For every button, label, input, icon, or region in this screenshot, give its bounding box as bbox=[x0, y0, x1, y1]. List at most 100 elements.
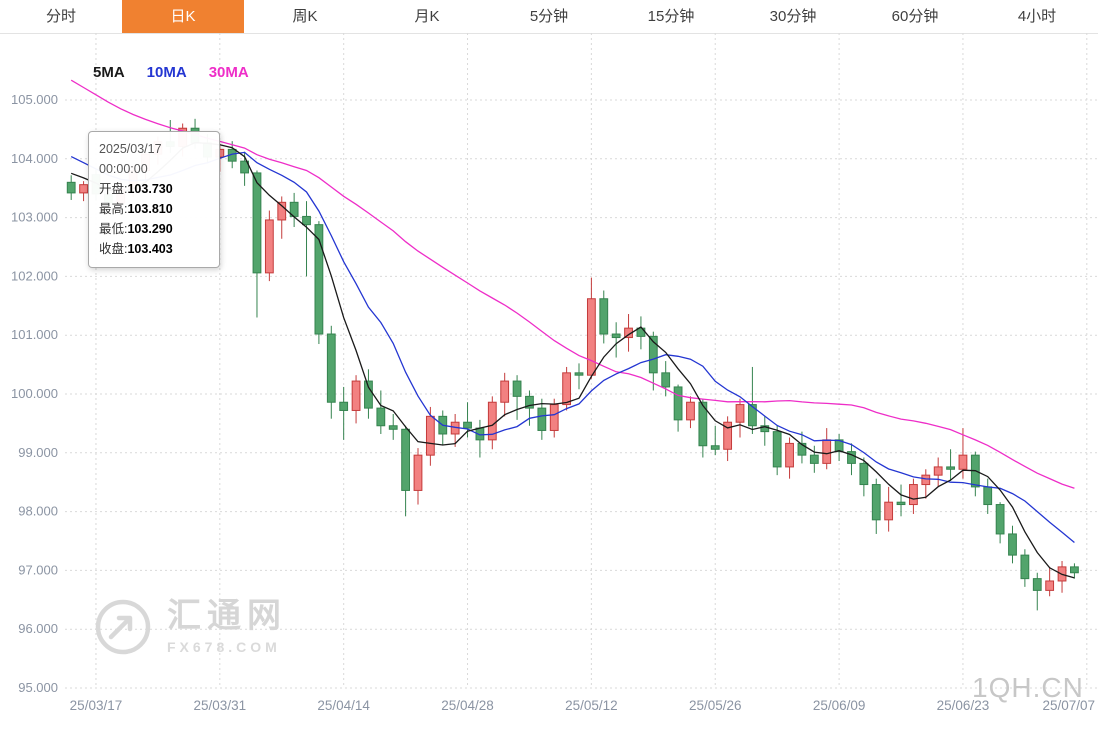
low-value: 103.290 bbox=[127, 222, 173, 236]
candle bbox=[921, 469, 931, 499]
y-axis-label: 100.000 bbox=[11, 386, 58, 401]
x-axis-label: 25/03/17 bbox=[70, 698, 123, 713]
candle bbox=[500, 372, 510, 417]
tab-week-k[interactable]: 周K bbox=[292, 8, 318, 25]
tooltip-close-row: 收盘:103.403 bbox=[99, 239, 209, 259]
x-axis-label: 25/05/26 bbox=[689, 698, 742, 713]
candlestick-chart[interactable]: 105.000 104.000 103.000 102.000 101.000 100.0… bbox=[0, 33, 1098, 734]
candle bbox=[661, 361, 671, 397]
candle bbox=[636, 316, 646, 350]
candle bbox=[611, 322, 621, 358]
candle bbox=[871, 478, 881, 534]
candle bbox=[586, 277, 596, 379]
y-axis-label: 101.000 bbox=[11, 327, 58, 342]
candle bbox=[686, 396, 695, 429]
ma-30-line bbox=[70, 79, 1075, 489]
candle bbox=[376, 390, 386, 434]
tab-60min[interactable]: 60分钟 bbox=[891, 8, 939, 25]
open-value: 103.730 bbox=[127, 182, 173, 196]
tab-day-k[interactable]: 日K bbox=[122, 0, 244, 33]
candle bbox=[834, 433, 844, 462]
candle bbox=[339, 386, 349, 440]
x-axis-label: 25/07/07 bbox=[1042, 698, 1095, 713]
candle bbox=[302, 201, 311, 277]
candle bbox=[314, 221, 324, 345]
high-label: 最高: bbox=[99, 202, 128, 216]
high-value: 103.810 bbox=[127, 202, 173, 216]
x-axis-label: 25/05/12 bbox=[565, 698, 618, 713]
tab-15min[interactable]: 15分钟 bbox=[647, 8, 695, 25]
x-axis-label: 25/03/31 bbox=[194, 698, 247, 713]
candle bbox=[450, 413, 460, 447]
y-axis-label: 105.000 bbox=[11, 92, 58, 107]
y-axis-label: 103.000 bbox=[11, 210, 58, 225]
candle bbox=[264, 210, 274, 282]
candle bbox=[252, 170, 262, 318]
tab-time-sharing[interactable]: 分时 bbox=[45, 8, 76, 25]
candle bbox=[1032, 572, 1042, 611]
tab-5min[interactable]: 5分钟 bbox=[529, 8, 569, 25]
candle-tooltip: 2025/03/17 00:00:00 开盘:103.730 最高:103.81… bbox=[88, 131, 220, 268]
candle bbox=[475, 419, 485, 458]
y-axis-label: 98.000 bbox=[18, 504, 58, 519]
y-axis-label: 97.000 bbox=[18, 562, 58, 577]
y-axis-label: 99.000 bbox=[18, 445, 58, 460]
candle bbox=[760, 416, 770, 446]
candle bbox=[1057, 560, 1067, 593]
candle bbox=[1008, 525, 1017, 564]
candle bbox=[525, 390, 534, 426]
candle bbox=[277, 196, 287, 239]
candle bbox=[673, 384, 683, 432]
low-label: 最低: bbox=[99, 222, 128, 236]
candle bbox=[364, 369, 373, 419]
ma-10-line bbox=[70, 151, 1075, 543]
candle bbox=[413, 448, 423, 505]
axis-labels-layer: 105.000 104.000 103.000 102.000 101.000 100.0… bbox=[11, 92, 1095, 713]
legend-5ma: 5MA bbox=[93, 64, 125, 81]
candle bbox=[946, 449, 955, 482]
candle bbox=[822, 428, 832, 470]
candle bbox=[970, 451, 980, 497]
candle bbox=[438, 410, 448, 445]
tooltip-date: 2025/03/17 bbox=[99, 142, 162, 156]
x-axis-label: 25/06/09 bbox=[813, 698, 866, 713]
tab-4hour[interactable]: 4小时 bbox=[1017, 8, 1057, 25]
y-axis-label: 96.000 bbox=[18, 621, 58, 636]
tooltip-high-row: 最高:103.810 bbox=[99, 199, 209, 219]
candle bbox=[698, 398, 708, 458]
candle bbox=[326, 325, 336, 419]
tab-bar: 分时 日K 周K 月K 5分钟 15分钟 30分钟 60分钟 4小时 bbox=[0, 0, 1098, 34]
x-axis-label: 25/04/28 bbox=[441, 698, 494, 713]
ma-5-line bbox=[70, 142, 1075, 579]
candle bbox=[425, 406, 435, 466]
open-label: 开盘: bbox=[99, 182, 128, 196]
candle bbox=[847, 443, 856, 476]
candle bbox=[79, 181, 88, 202]
y-axis-label: 102.000 bbox=[11, 268, 58, 283]
candle bbox=[772, 425, 782, 476]
grid-layer bbox=[65, 33, 1098, 689]
candle bbox=[66, 175, 76, 200]
close-value: 103.403 bbox=[127, 242, 173, 256]
ma-legend: 5MA 10MA 30MA bbox=[93, 64, 249, 81]
candle bbox=[785, 437, 794, 479]
candle bbox=[809, 445, 819, 473]
candle bbox=[933, 457, 943, 487]
candle bbox=[537, 398, 547, 440]
x-axis-label: 25/04/14 bbox=[317, 698, 370, 713]
tooltip-time: 00:00:00 bbox=[99, 162, 148, 176]
candle bbox=[859, 457, 869, 497]
tab-30min[interactable]: 30分钟 bbox=[769, 8, 817, 25]
candle bbox=[289, 192, 299, 228]
candle bbox=[599, 290, 609, 344]
candle bbox=[574, 363, 584, 390]
candle bbox=[723, 416, 733, 462]
tooltip-low-row: 最低:103.290 bbox=[99, 219, 209, 239]
candle bbox=[351, 375, 361, 424]
candle bbox=[487, 396, 497, 450]
candle bbox=[909, 478, 918, 514]
candle bbox=[995, 502, 1005, 544]
tab-month-k[interactable]: 月K bbox=[414, 8, 440, 25]
legend-30ma: 30MA bbox=[208, 64, 249, 81]
